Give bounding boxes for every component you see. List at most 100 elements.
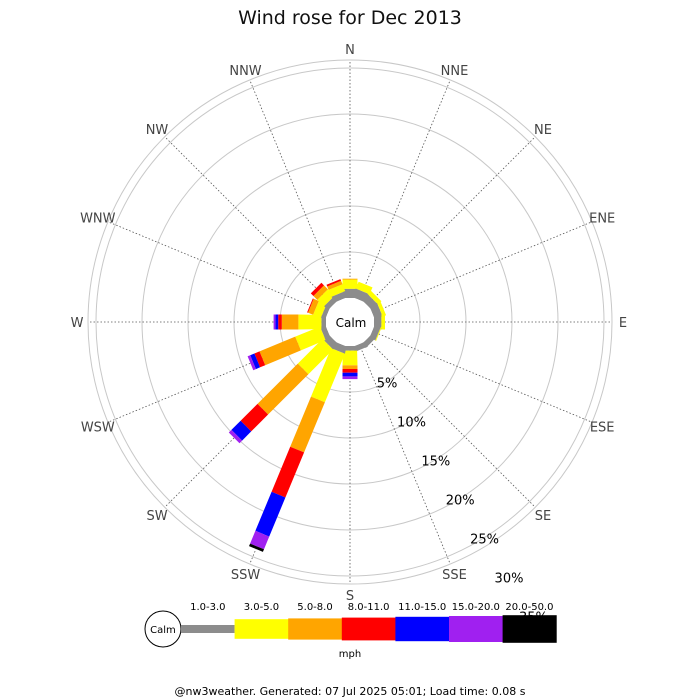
direction-label-ese: ESE: [590, 421, 615, 436]
bars-layer: [228, 278, 387, 552]
direction-label-e: E: [619, 316, 627, 331]
ring-label: 30%: [495, 571, 524, 586]
spoke-se: [366, 338, 536, 508]
legend-swatch-6: [502, 615, 557, 643]
bar-e-bin-1: [381, 314, 385, 330]
bar-n-bin-0: [342, 288, 358, 298]
calm-circle: [326, 298, 374, 346]
grid-ring: [141, 113, 559, 531]
bar-ne-bin-1: [367, 290, 382, 305]
bar-nne-bin-1: [355, 281, 373, 295]
bar-sw-bin-5: [228, 429, 243, 444]
bar-w-bin-5: [273, 314, 276, 330]
legend-label-6: 20.0-50.0: [505, 602, 553, 613]
outer-ring: [87, 59, 613, 585]
bar-sse-bin-0: [353, 341, 368, 352]
bar-ene-bin-0: [369, 302, 383, 319]
legend: Calm mph 1.0-3.0 3.0-5.0 5.0-8.0 8.0-11.0 11…: [144, 602, 557, 660]
bar-sw-bin-2: [257, 363, 309, 415]
bar-wnw-bin-3: [307, 298, 314, 313]
bar-sw-bin-3: [240, 403, 269, 432]
legend-swatch-2: [288, 618, 343, 640]
spoke-ene: [372, 221, 593, 314]
bar-nnw-bin-3: [326, 279, 342, 287]
bar-s-bin-0: [342, 346, 358, 351]
bar-n-bin-2: [342, 278, 358, 280]
bar-s-bin-3: [342, 369, 358, 373]
bar-wsw-bin-1: [295, 326, 326, 351]
bar-wsw-bin-5: [247, 355, 256, 371]
legend-swatch-4: [395, 616, 450, 642]
legend-unit: mph: [339, 649, 361, 660]
bar-s-bin-5: [342, 376, 358, 380]
direction-label-se: SE: [535, 509, 551, 524]
bar-nw-bin-1: [317, 289, 335, 307]
chart-title: Wind rose for Dec 2013: [238, 7, 462, 29]
legend-label-2: 5.0-8.0: [297, 602, 332, 613]
bar-n-bin-1: [342, 279, 358, 289]
bar-nw-bin-3: [310, 282, 324, 296]
legend-label-1: 3.0-5.0: [244, 602, 279, 613]
legend-label-0: 1.0-3.0: [190, 602, 225, 613]
bar-nnw-bin-2: [327, 280, 343, 290]
bar-s-bin-4: [342, 372, 358, 377]
bar-ssw-bin-6: [249, 543, 264, 552]
grid-ring: [95, 67, 605, 577]
ring-label: 20%: [446, 493, 475, 508]
bar-wsw-bin-0: [320, 325, 331, 340]
direction-label-ssw: SSW: [231, 568, 261, 583]
bar-wsw-bin-3: [254, 351, 266, 368]
grid-layer: [87, 59, 613, 585]
direction-label-ene: ENE: [589, 212, 615, 227]
direction-label-w: W: [71, 316, 84, 331]
legend-swatch-5: [449, 616, 504, 642]
spoke-nnw: [249, 79, 342, 300]
bar-ssw-bin-5: [250, 530, 270, 550]
spoke-ese: [372, 330, 593, 423]
legend-calm-label: Calm: [150, 625, 176, 636]
spoke-nw: [164, 136, 334, 306]
ring-label: 25%: [470, 532, 499, 547]
bar-sw-bin-1: [297, 338, 334, 375]
spoke-sse: [358, 344, 451, 565]
bar-ssw-bin-1: [311, 348, 345, 403]
spoke-wnw: [107, 221, 328, 314]
bar-ssw-bin-4: [255, 491, 286, 537]
legend-swatch-0: [181, 625, 235, 633]
bar-w-bin-4: [275, 314, 279, 330]
footer-text: @nw3weather. Generated: 07 Jul 2025 05:0…: [175, 685, 526, 698]
bar-wsw-bin-2: [259, 336, 301, 366]
direction-label-s: S: [346, 589, 354, 604]
bar-s-bin-2: [342, 365, 358, 369]
bar-ssw-bin-2: [290, 396, 325, 453]
direction-label-wnw: WNW: [80, 212, 116, 227]
bar-w-bin-2: [281, 314, 299, 330]
legend-label-4: 11.0-15.0: [398, 602, 446, 613]
direction-label-n: N: [345, 43, 355, 58]
bar-ssw-bin-3: [271, 446, 305, 498]
bar-sw-bin-4: [231, 420, 252, 441]
spoke-nne: [358, 79, 451, 300]
legend-label-5: 15.0-20.0: [452, 602, 500, 613]
bar-ese-bin-1: [375, 326, 382, 341]
bar-w-bin-0: [321, 314, 326, 330]
direction-label-nw: NW: [146, 123, 169, 138]
bar-s-bin-1: [342, 350, 358, 366]
bar-ene-bin-1: [377, 301, 387, 317]
calm-label: Calm: [336, 316, 367, 330]
calm-layer: Calm: [326, 298, 374, 346]
ring-label: 10%: [397, 415, 426, 430]
direction-label-ne: NE: [534, 123, 552, 138]
legend-swatch-1: [234, 619, 289, 639]
bar-w-bin-1: [298, 314, 322, 330]
labels-layer: N NNE NE ENE E ESE SE SSE S SSW SW WSW W WNW NW NNW 5% 10…: [71, 43, 628, 625]
direction-label-sse: SSE: [442, 568, 467, 583]
direction-label-nnw: NNW: [229, 64, 261, 79]
bar-nw-bin-2: [313, 285, 328, 300]
legend-swatch-3: [341, 617, 396, 641]
direction-label-sw: SW: [146, 509, 167, 524]
legend-label-3: 8.0-11.0: [348, 602, 390, 613]
bar-nnw-bin-0: [331, 291, 347, 303]
direction-label-wsw: WSW: [81, 421, 115, 436]
